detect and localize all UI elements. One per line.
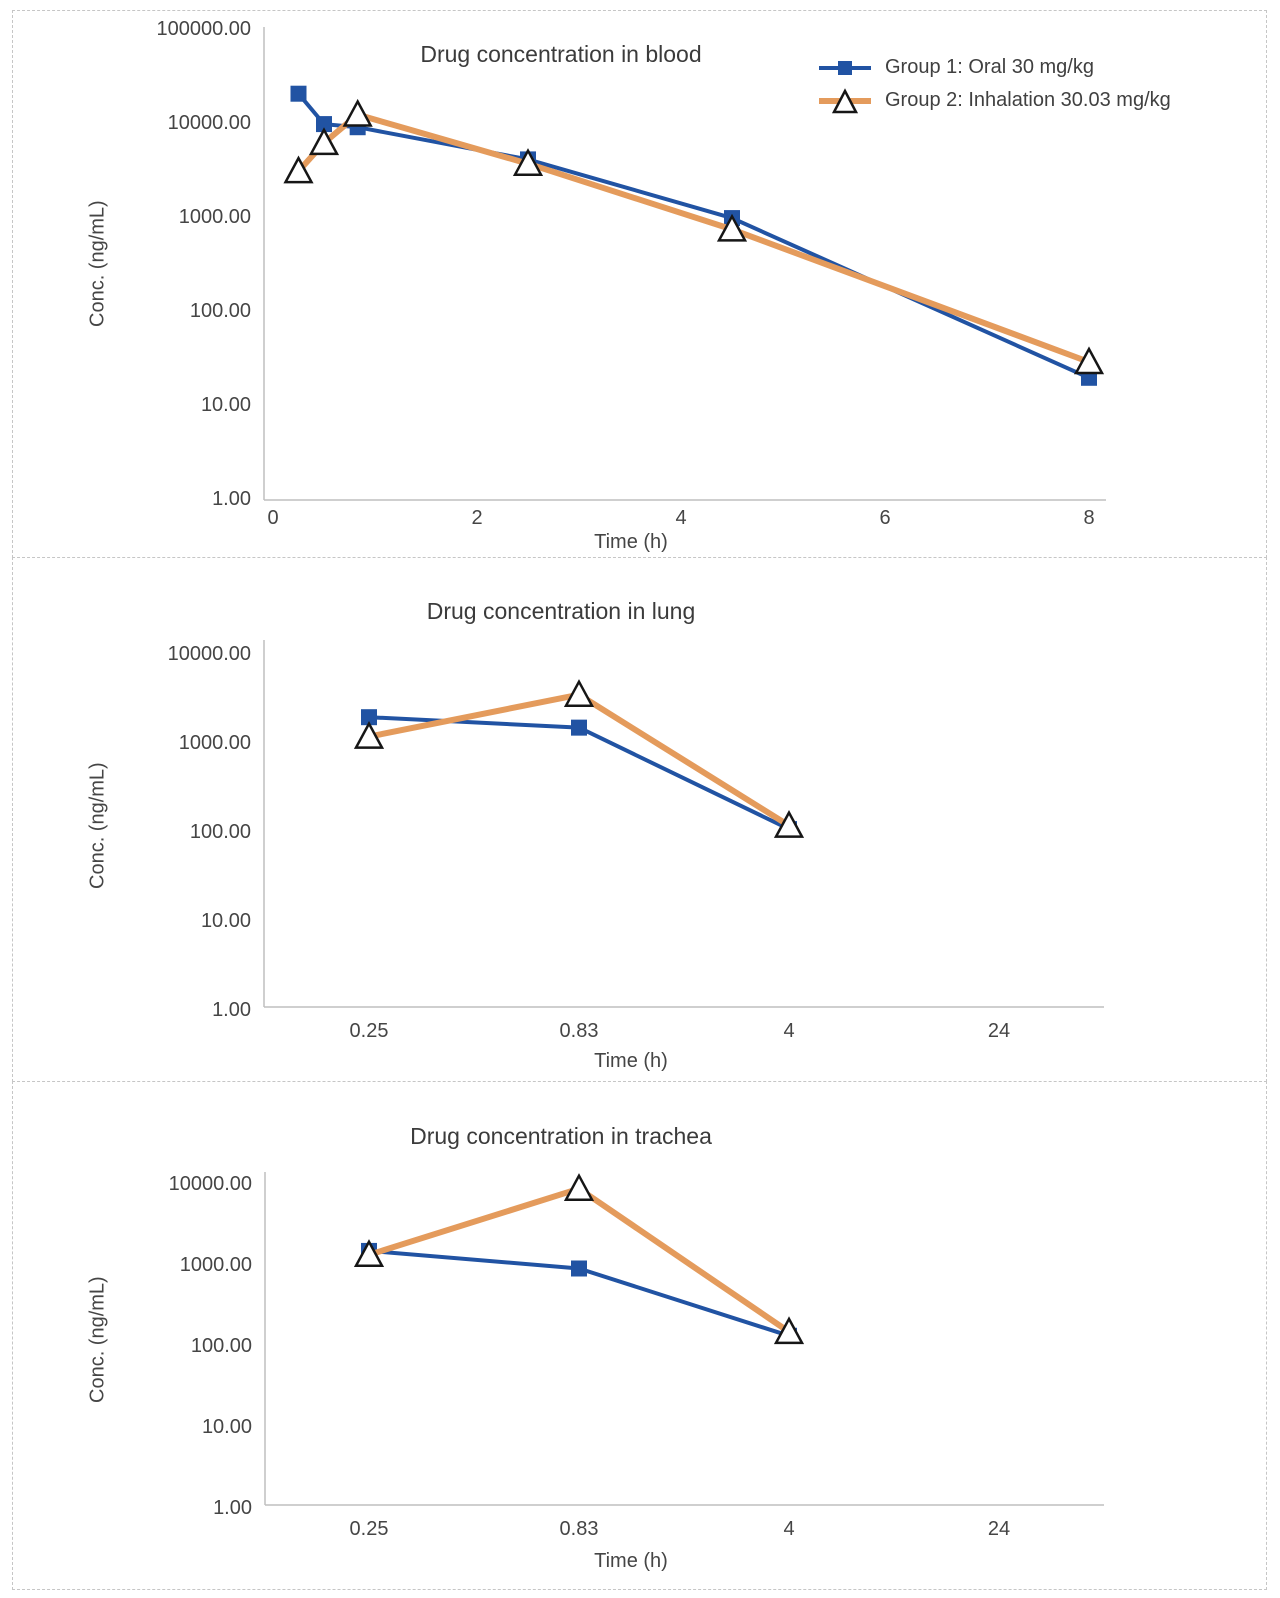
- x-tick-label: 4: [783, 1020, 794, 1042]
- x-tick-label: 2: [471, 507, 482, 529]
- data-marker-triangle: [773, 809, 805, 838]
- legend-label-group1: Group 1: Oral 30 mg/kg: [885, 56, 1094, 78]
- legend-item-group1: Group 1: Oral 30 mg/kg: [817, 51, 1171, 84]
- series-line-group2: [366, 691, 792, 829]
- y-tick-label: 1.00: [212, 999, 251, 1021]
- series-line-group2: [366, 1185, 792, 1335]
- chart-legend: Group 1: Oral 30 mg/kg Group 2: Inhalati…: [817, 51, 1171, 117]
- data-marker-triangle: [283, 155, 314, 184]
- trachea-chart-plot: 10000.00 1000.00 100.00 10.00 1.00 0.25 0.83 4 2…: [169, 1172, 1104, 1540]
- x-tick-label: 4: [783, 1518, 794, 1540]
- data-marker-triangle: [353, 1239, 385, 1268]
- data-marker-triangle: [773, 1316, 805, 1345]
- y-tick-label: 1.00: [212, 488, 251, 510]
- lung-chart-title: Drug concentration in lung: [426, 598, 696, 624]
- data-marker-triangle: [716, 213, 748, 242]
- lung-chart-plot: 10000.00 1000.00 100.00 10.00 1.00 0.25 0.83 4 2…: [168, 640, 1104, 1042]
- series-line-group1: [296, 91, 1091, 380]
- blood-chart-plot: 100000.00 10000.00 1000.00 100.00 10.00 1.00 0…: [156, 18, 1106, 529]
- y-tick-label: 10000.00: [168, 112, 251, 134]
- x-tick-label: 8: [1083, 507, 1094, 529]
- x-tick-label: 24: [988, 1020, 1010, 1042]
- y-tick-label: 100.00: [191, 1335, 252, 1357]
- legend-marker-group2-triangle: [819, 87, 871, 113]
- legend-marker-group1-square: [819, 60, 871, 75]
- data-marker-triangle: [563, 1173, 595, 1201]
- data-marker-square: [571, 1260, 587, 1277]
- x-tick-label: 0.25: [350, 1020, 389, 1042]
- y-tick-label: 10.00: [202, 1416, 252, 1438]
- data-marker-triangle: [1073, 346, 1105, 375]
- x-tick-label: 0: [267, 507, 278, 529]
- blood-chart-title: Drug concentration in blood: [420, 41, 702, 67]
- trachea-chart-title: Drug concentration in trachea: [410, 1123, 712, 1149]
- y-tick-label: 1000.00: [179, 206, 251, 228]
- data-marker-triangle: [308, 127, 340, 156]
- x-tick-label: 4: [675, 507, 686, 529]
- y-tick-label: 10.00: [201, 910, 251, 932]
- x-tick-label: 0.25: [350, 1518, 389, 1540]
- x-tick-label: 24: [988, 1518, 1010, 1540]
- trachea-chart-panel: Drug concentration in trachea Conc. (ng/…: [12, 1081, 1267, 1590]
- x-tick-label: 0.83: [560, 1518, 599, 1540]
- trachea-x-axis-title: Time (h): [594, 1550, 668, 1572]
- data-marker-triangle: [353, 720, 385, 749]
- y-tick-label: 1000.00: [180, 1254, 252, 1276]
- x-tick-label: 6: [879, 507, 890, 529]
- y-tick-label: 100.00: [190, 821, 251, 843]
- data-marker-square: [290, 85, 307, 102]
- data-marker-triangle: [342, 98, 373, 127]
- y-tick-label: 1000.00: [179, 732, 251, 754]
- lung-chart-panel: Drug concentration in lung Conc. (ng/mL)…: [12, 557, 1267, 1082]
- legend-label-group2: Group 2: Inhalation 30.03 mg/kg: [885, 89, 1171, 111]
- lung-x-axis-title: Time (h): [594, 1050, 668, 1072]
- x-tick-label: 0.83: [560, 1020, 599, 1042]
- y-tick-label: 100000.00: [156, 18, 251, 40]
- y-tick-label: 10000.00: [169, 1173, 252, 1195]
- y-tick-label: 1.00: [213, 1497, 252, 1519]
- y-tick-label: 100.00: [190, 300, 251, 322]
- blood-x-axis-title: Time (h): [594, 531, 668, 553]
- data-marker-triangle: [563, 679, 595, 707]
- data-marker-square: [361, 709, 377, 726]
- y-tick-label: 10000.00: [168, 643, 251, 665]
- blood-chart-panel: Drug concentration in blood Conc. (ng/mL…: [12, 10, 1267, 558]
- legend-item-group2: Group 2: Inhalation 30.03 mg/kg: [817, 84, 1171, 117]
- data-marker-square: [316, 116, 332, 133]
- data-marker-square: [571, 719, 587, 736]
- data-marker-triangle: [512, 148, 544, 176]
- y-tick-label: 10.00: [201, 394, 251, 416]
